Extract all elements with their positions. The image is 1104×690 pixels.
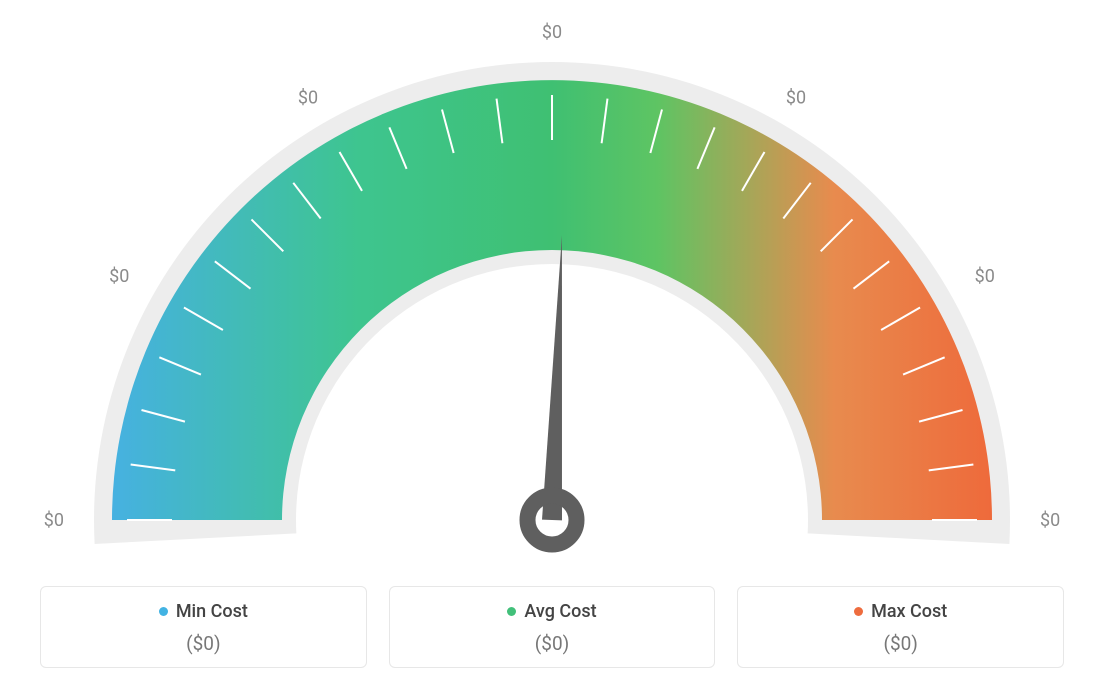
legend-title-avg: Avg Cost (507, 601, 596, 622)
legend-dot-min (159, 607, 168, 616)
legend-value-min: ($0) (51, 632, 356, 655)
gauge-svg: $0 $0 $0 $0 $0 $0 $0 (0, 0, 1104, 560)
legend-title-max: Max Cost (854, 601, 947, 622)
legend-dot-avg (507, 607, 516, 616)
gauge-tick-label: $0 (786, 87, 806, 108)
legend-value-avg: ($0) (400, 632, 705, 655)
gauge-chart: $0 $0 $0 $0 $0 $0 $0 (0, 0, 1104, 560)
legend-label-avg: Avg Cost (524, 601, 596, 622)
gauge-tick-label: $0 (975, 266, 995, 287)
gauge-needle (542, 235, 562, 520)
gauge-tick-label: $0 (109, 266, 129, 287)
legend-card-min: Min Cost ($0) (40, 586, 367, 668)
legend-value-max: ($0) (748, 632, 1053, 655)
legend-card-max: Max Cost ($0) (737, 586, 1064, 668)
gauge-tick-label: $0 (1040, 510, 1060, 531)
gauge-tick-label: $0 (44, 510, 64, 531)
legend-dot-max (854, 607, 863, 616)
legend-card-avg: Avg Cost ($0) (389, 586, 716, 668)
gauge-tick-label: $0 (298, 87, 318, 108)
legend-label-max: Max Cost (871, 601, 947, 622)
legend-label-min: Min Cost (176, 601, 248, 622)
gauge-tick-label: $0 (542, 22, 562, 43)
legend-row: Min Cost ($0) Avg Cost ($0) Max Cost ($0… (40, 586, 1064, 668)
legend-title-min: Min Cost (159, 601, 248, 622)
cost-gauge-container: $0 $0 $0 $0 $0 $0 $0 Min Cost ($0) Avg Cost ($… (0, 0, 1104, 690)
